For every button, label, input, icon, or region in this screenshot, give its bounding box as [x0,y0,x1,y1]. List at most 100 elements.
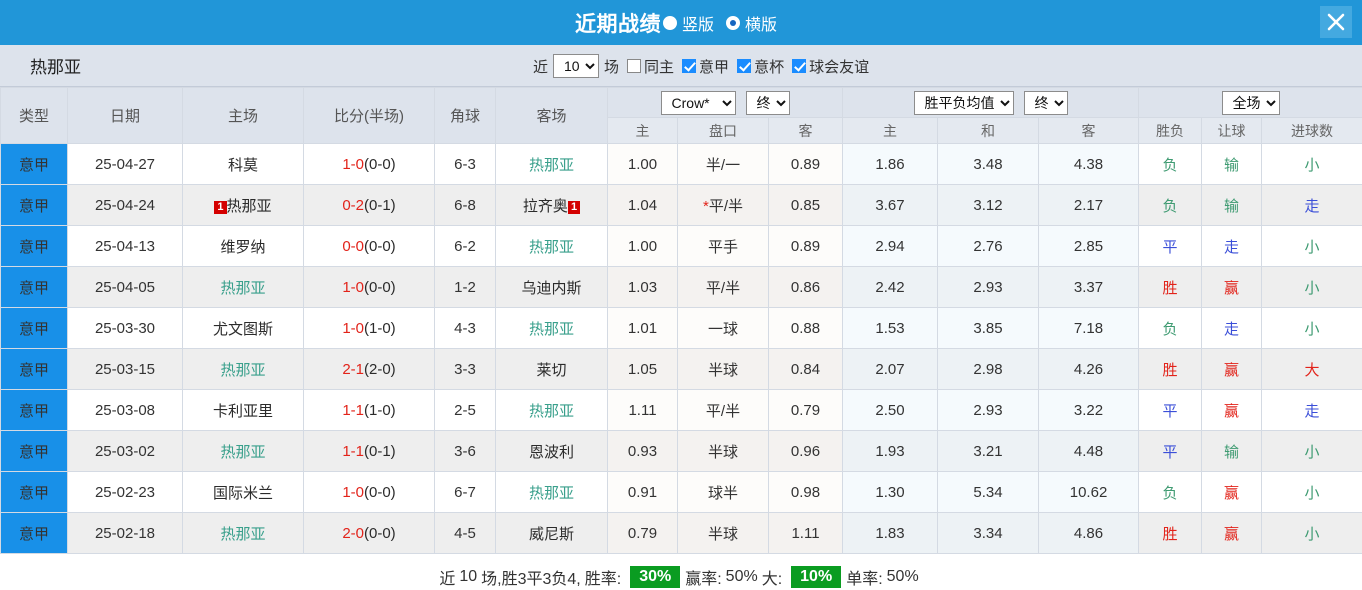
cell-odds-draw: 2.76 [937,225,1040,267]
cell-handicap-line: 球半 [677,471,769,513]
cell-odds-win: 2.94 [842,225,939,267]
goals-value: 小 [1304,320,1320,338]
table-row[interactable]: 意甲 25-03-02 热那亚 1-1(0-1) 3-6 恩波利 0.93 半球 0.96 1.9… [0,430,1362,472]
cell-handicap-line: 半球 [677,430,769,472]
close-button[interactable] [1320,6,1352,38]
col-odds-lose: 客 [1038,117,1140,144]
odds-type-select[interactable]: 胜平负均值欧赔 [913,90,1014,115]
cell-goals: 走 [1261,389,1362,431]
cell-spread: 输 [1201,430,1263,472]
score-full: 1-1 [342,401,364,419]
table-body: 意甲 25-04-27 科莫 1-0(0-0) 6-3 热那亚 1.00 半/一 0.89 1.8… [0,143,1362,554]
cell-odds-lose: 4.26 [1038,348,1140,390]
cell-odds-draw: 3.34 [937,512,1040,554]
page-title: 近期战绩 [574,12,661,36]
cell-home: 科莫 [182,143,304,185]
cell-corner: 2-5 [434,389,496,431]
cell-home: 卡利亚里 [182,389,304,431]
cell-handicap-away: 0.86 [767,266,844,308]
checkbox-serie-a[interactable] [682,59,697,73]
cell-corner: 1-2 [434,266,496,308]
checkbox-club-friendly[interactable] [792,59,807,73]
cell-date: 25-04-05 [67,266,183,308]
result-value: 胜 [1162,525,1178,543]
table-row[interactable]: 意甲 25-04-27 科莫 1-0(0-0) 6-3 热那亚 1.00 半/一 0.89 1.8… [0,143,1362,185]
result-value: 负 [1162,197,1178,215]
score-half: (2-0) [364,360,396,378]
table-row[interactable]: 意甲 25-04-24 1 热那亚 0-2(0-1) 6-8 拉齐奥 1 1.04 *平/半 0.8… [0,184,1362,226]
home-team-name: 尤文图斯 [212,320,273,338]
match-count-select[interactable]: 6102030 [553,54,600,78]
cell-odds-draw: 3.85 [937,307,1040,349]
score-half: (1-0) [364,401,396,419]
radio-vertical[interactable] [662,15,677,30]
checkbox-same-home[interactable] [627,59,642,73]
cell-score: 0-0(0-0) [303,225,435,267]
cell-handicap-home: 1.00 [607,225,678,267]
spread-value: 赢 [1224,402,1240,420]
home-badge: 1 [214,200,227,214]
goals-value: 走 [1304,197,1320,215]
over-label: 大: [761,570,783,588]
result-value: 胜 [1162,361,1178,379]
cell-odds-win: 1.53 [842,307,939,349]
cell-handicap-home: 1.04 [607,184,678,226]
table-row[interactable]: 意甲 25-03-30 尤文图斯 1-0(1-0) 4-3 热那亚 1.01 一球 0.88 1.… [0,307,1362,349]
spread-value: 赢 [1224,525,1240,543]
cell-type: 意甲 [0,225,68,267]
cell-goals: 小 [1261,512,1362,554]
away-team-name: 莱切 [536,361,567,379]
cover-rate-label: 赢率: [685,570,722,588]
table-row[interactable]: 意甲 25-04-13 维罗纳 0-0(0-0) 6-2 热那亚 1.00 平手 0.89 2.9… [0,225,1362,267]
radio-vertical-label: 竖版 [681,16,714,34]
over-value: 10% [791,565,842,588]
cell-date: 25-02-23 [67,471,183,513]
table-row[interactable]: 意甲 25-03-15 热那亚 2-1(2-0) 3-3 莱切 1.05 半球 0.84 2.07… [0,348,1362,390]
odds-phase-select[interactable]: 初终 [1023,90,1068,115]
spread-value: 赢 [1224,361,1240,379]
cell-away: 乌迪内斯 [495,266,608,308]
spread-value: 走 [1224,238,1240,256]
cell-spread: 赢 [1201,266,1263,308]
home-team-name: 热那亚 [220,361,266,379]
score-full: 0-0 [342,237,364,255]
score-full: 1-0 [342,155,364,173]
goals-value: 小 [1304,156,1320,174]
table-header-sub: 主 盘口 客 主 和 客 胜负 让球 进球数 [1,117,1362,144]
cell-result: 负 [1138,307,1203,349]
cell-odds-win: 1.86 [842,143,939,185]
table-row[interactable]: 意甲 25-04-05 热那亚 1-0(0-0) 1-2 乌迪内斯 1.03 平/半 0.86 2… [0,266,1362,308]
cell-odds-win: 1.30 [842,471,939,513]
summary-prefix: 近 [439,570,456,588]
cell-home: 维罗纳 [182,225,304,267]
cell-spread: 走 [1201,225,1263,267]
cell-home: 1 热那亚 [182,184,304,226]
handicap-phase-select[interactable]: 初终 [745,90,790,115]
table-row[interactable]: 意甲 25-02-18 热那亚 2-0(0-0) 4-5 威尼斯 0.79 半球 1.11 1.8… [0,512,1362,554]
cell-score: 2-1(2-0) [303,348,435,390]
cell-handicap-line: 半/一 [677,143,769,185]
home-team-name: 热那亚 [226,197,272,215]
cell-handicap-away: 0.85 [767,184,844,226]
cell-handicap-away: 0.84 [767,348,844,390]
filter-controls: 近 6102030 场 同主 意甲 意杯 球会友谊 [533,45,869,87]
table-row[interactable]: 意甲 25-03-08 卡利亚里 1-1(1-0) 2-5 热那亚 1.11 平/半 0.79 2… [0,389,1362,431]
scope-select[interactable]: 全场半场 [1221,90,1280,115]
title-bar: 近期战绩 竖版 横版 [0,0,1362,45]
table-row[interactable]: 意甲 25-02-23 国际米兰 1-0(0-0) 6-7 热那亚 0.91 球半 0.98 1.… [0,471,1362,513]
cell-result: 胜 [1138,348,1203,390]
cell-odds-win: 2.50 [842,389,939,431]
cell-odds-lose: 2.17 [1038,184,1140,226]
cell-odds-win: 1.93 [842,430,939,472]
bookmaker-select[interactable]: Crow*Bet365Macau [660,90,736,115]
home-team-name: 热那亚 [220,525,266,543]
cell-home: 热那亚 [182,348,304,390]
col-handicap-home: 主 [607,117,678,144]
cell-date: 25-03-02 [67,430,183,472]
radio-horizontal[interactable] [726,15,740,30]
cover-rate-value: 50% [725,567,758,585]
checkbox-italy-cup[interactable] [737,59,752,73]
cell-handicap-home: 1.11 [607,389,678,431]
scope-select-group: 全场半场 [1138,87,1362,118]
cell-date: 25-02-18 [67,512,183,554]
